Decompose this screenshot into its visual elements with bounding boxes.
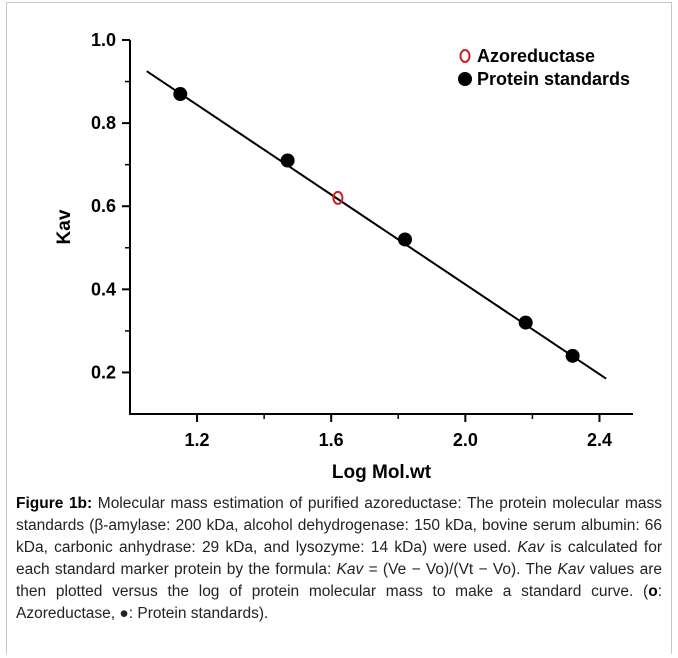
protein-standard-point <box>518 315 533 330</box>
caption-text-5: : Azoreductase, ●: Protein standards). <box>16 583 662 622</box>
y-ticks: 0.2 0.4 0.6 0.8 1.0 <box>91 30 130 382</box>
y-tick-label: 1.0 <box>91 30 116 50</box>
figure-caption: Figure 1b: Molecular mass estimation of … <box>16 493 662 625</box>
caption-kav-3: Kav <box>557 561 585 578</box>
protein-standard-point <box>173 87 188 102</box>
caption-text-3: = (Ve − Vo)/(Vt − Vo). The <box>363 561 558 578</box>
x-tick-label: 2.4 <box>587 430 612 450</box>
fit-line-group <box>146 70 607 380</box>
azoreductase-point <box>332 190 344 205</box>
x-ticks: 1.2 1.6 2.0 2.4 <box>185 414 612 450</box>
y-tick-label: 0.2 <box>91 362 116 382</box>
chart: 1.2 1.6 2.0 2.4 0.20.40.60.81.0 Log Mol.wt … <box>54 30 633 483</box>
x-tick-label: 1.6 <box>319 430 344 450</box>
x-tick-label: 2.0 <box>453 430 478 450</box>
caption-legend-o: o <box>648 583 658 600</box>
axes <box>129 40 633 415</box>
y-tick-label: 0.8 <box>91 113 116 133</box>
legend-marker-filled <box>458 72 472 86</box>
caption-label: Figure 1b: <box>16 495 93 512</box>
protein-standard-point <box>280 153 295 168</box>
caption-text-4: values are then plotted versus the log o… <box>16 561 663 600</box>
y-tick-label: 0.4 <box>91 279 116 299</box>
caption-text-1: Molecular mass estimation of purified az… <box>16 495 663 556</box>
figure-frame <box>6 2 672 654</box>
x-tick-label: 1.2 <box>185 430 210 450</box>
protein-standard-point <box>565 348 580 363</box>
caption-text-2: is calculated for each standard marker p… <box>16 539 662 578</box>
fit-line <box>146 70 607 380</box>
y-axis-label: Kav <box>54 209 75 244</box>
caption-kav-2: Kav <box>336 561 364 578</box>
legend-label: Azoreductase <box>477 46 595 66</box>
legend-label: Protein standards <box>477 69 630 89</box>
legend: Azoreductase Protein standards <box>458 46 630 89</box>
y-tick-label: 0.6 <box>91 196 116 216</box>
legend-marker-open <box>459 49 471 63</box>
caption-kav-1: Kav <box>517 539 545 556</box>
protein-standard-point <box>397 232 412 247</box>
x-axis-label: Log Mol.wt <box>332 462 432 483</box>
data-points <box>173 87 580 363</box>
